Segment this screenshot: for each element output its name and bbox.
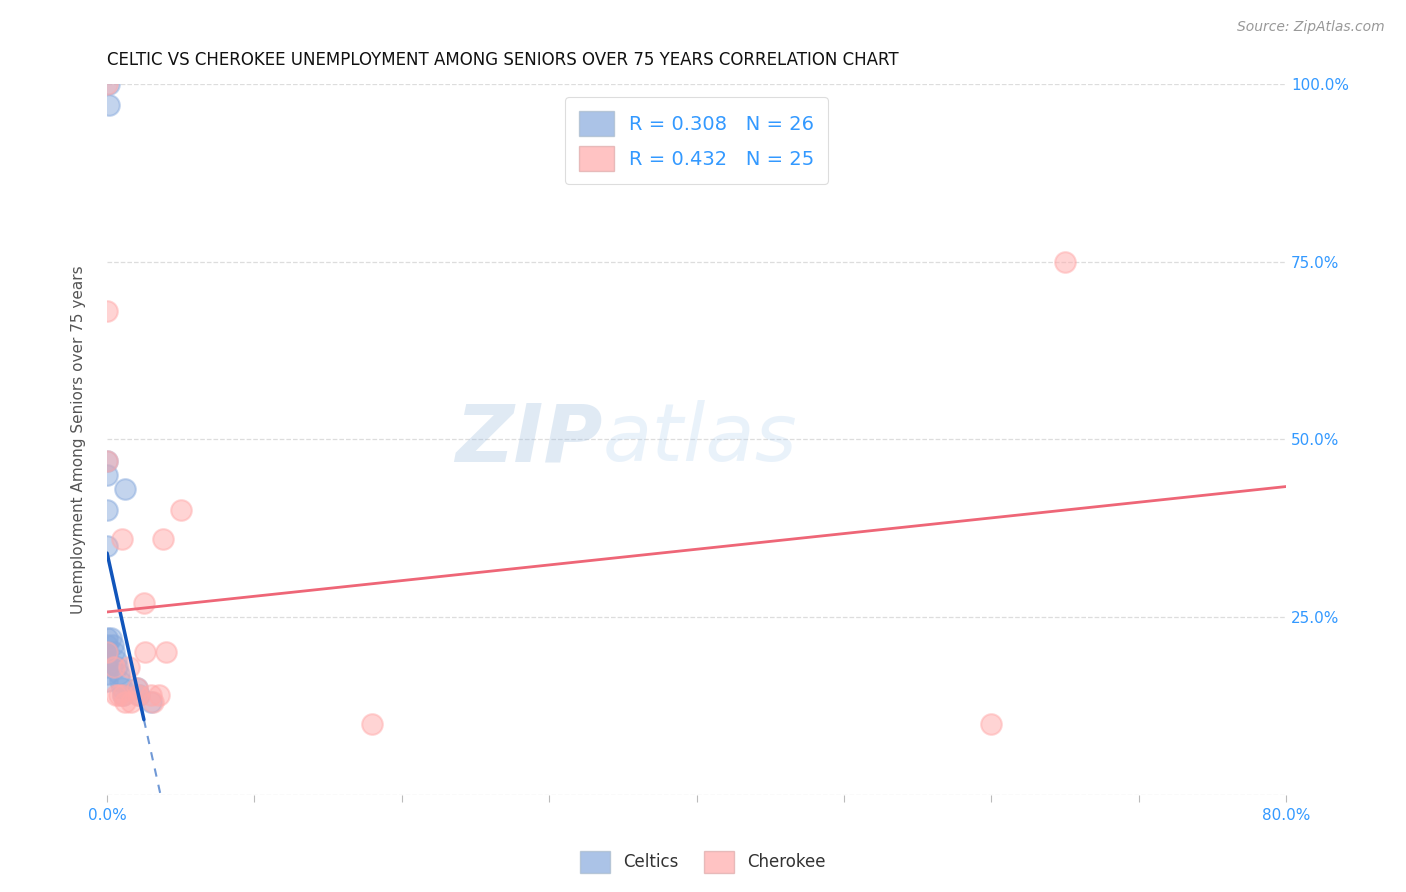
Point <box>96 673 118 688</box>
Point <box>110 673 132 688</box>
Text: Source: ZipAtlas.com: Source: ZipAtlas.com <box>1237 20 1385 34</box>
Legend: R = 0.308   N = 26, R = 0.432   N = 25: R = 0.308 N = 26, R = 0.432 N = 25 <box>565 97 828 185</box>
Point <box>104 688 127 702</box>
Legend: Celtics, Cherokee: Celtics, Cherokee <box>574 845 832 880</box>
Point <box>96 645 118 659</box>
Point <box>127 688 149 702</box>
Point <box>96 467 118 482</box>
Point <box>118 659 141 673</box>
Point <box>128 688 150 702</box>
Text: CELTIC VS CHEROKEE UNEMPLOYMENT AMONG SENIORS OVER 75 YEARS CORRELATION CHART: CELTIC VS CHEROKEE UNEMPLOYMENT AMONG SE… <box>107 51 898 69</box>
Point <box>361 716 384 731</box>
Point <box>96 77 118 91</box>
Point <box>96 645 118 659</box>
Point <box>980 716 1002 731</box>
Point <box>96 639 118 653</box>
Point <box>96 453 118 467</box>
Point <box>97 98 120 112</box>
Point <box>108 688 131 702</box>
Point <box>170 503 193 517</box>
Point <box>155 645 177 659</box>
Point <box>141 695 163 709</box>
Point <box>120 695 142 709</box>
Point <box>152 532 174 546</box>
Point <box>101 639 124 653</box>
Y-axis label: Unemployment Among Seniors over 75 years: Unemployment Among Seniors over 75 years <box>72 265 86 614</box>
Point <box>96 539 118 553</box>
Point <box>96 652 118 666</box>
Point <box>114 695 136 709</box>
Point <box>134 645 156 659</box>
Point <box>108 666 131 681</box>
Point <box>141 688 163 702</box>
Point <box>96 453 118 467</box>
Point <box>103 645 125 659</box>
Text: ZIP: ZIP <box>454 401 602 478</box>
Point <box>1053 254 1076 268</box>
Point <box>125 681 148 695</box>
Point <box>104 652 127 666</box>
Point <box>105 659 128 673</box>
Point <box>100 632 122 646</box>
Point <box>97 77 120 91</box>
Point <box>142 695 165 709</box>
Point <box>125 681 148 695</box>
Point <box>96 659 118 673</box>
Point <box>132 596 155 610</box>
Text: atlas: atlas <box>602 401 797 478</box>
Point <box>112 688 135 702</box>
Point <box>96 666 118 681</box>
Point <box>103 659 125 673</box>
Point <box>114 482 136 496</box>
Point <box>96 503 118 517</box>
Point <box>112 688 135 702</box>
Point <box>96 632 118 646</box>
Point <box>111 532 134 546</box>
Point <box>96 304 118 318</box>
Point <box>111 681 134 695</box>
Point <box>148 688 170 702</box>
